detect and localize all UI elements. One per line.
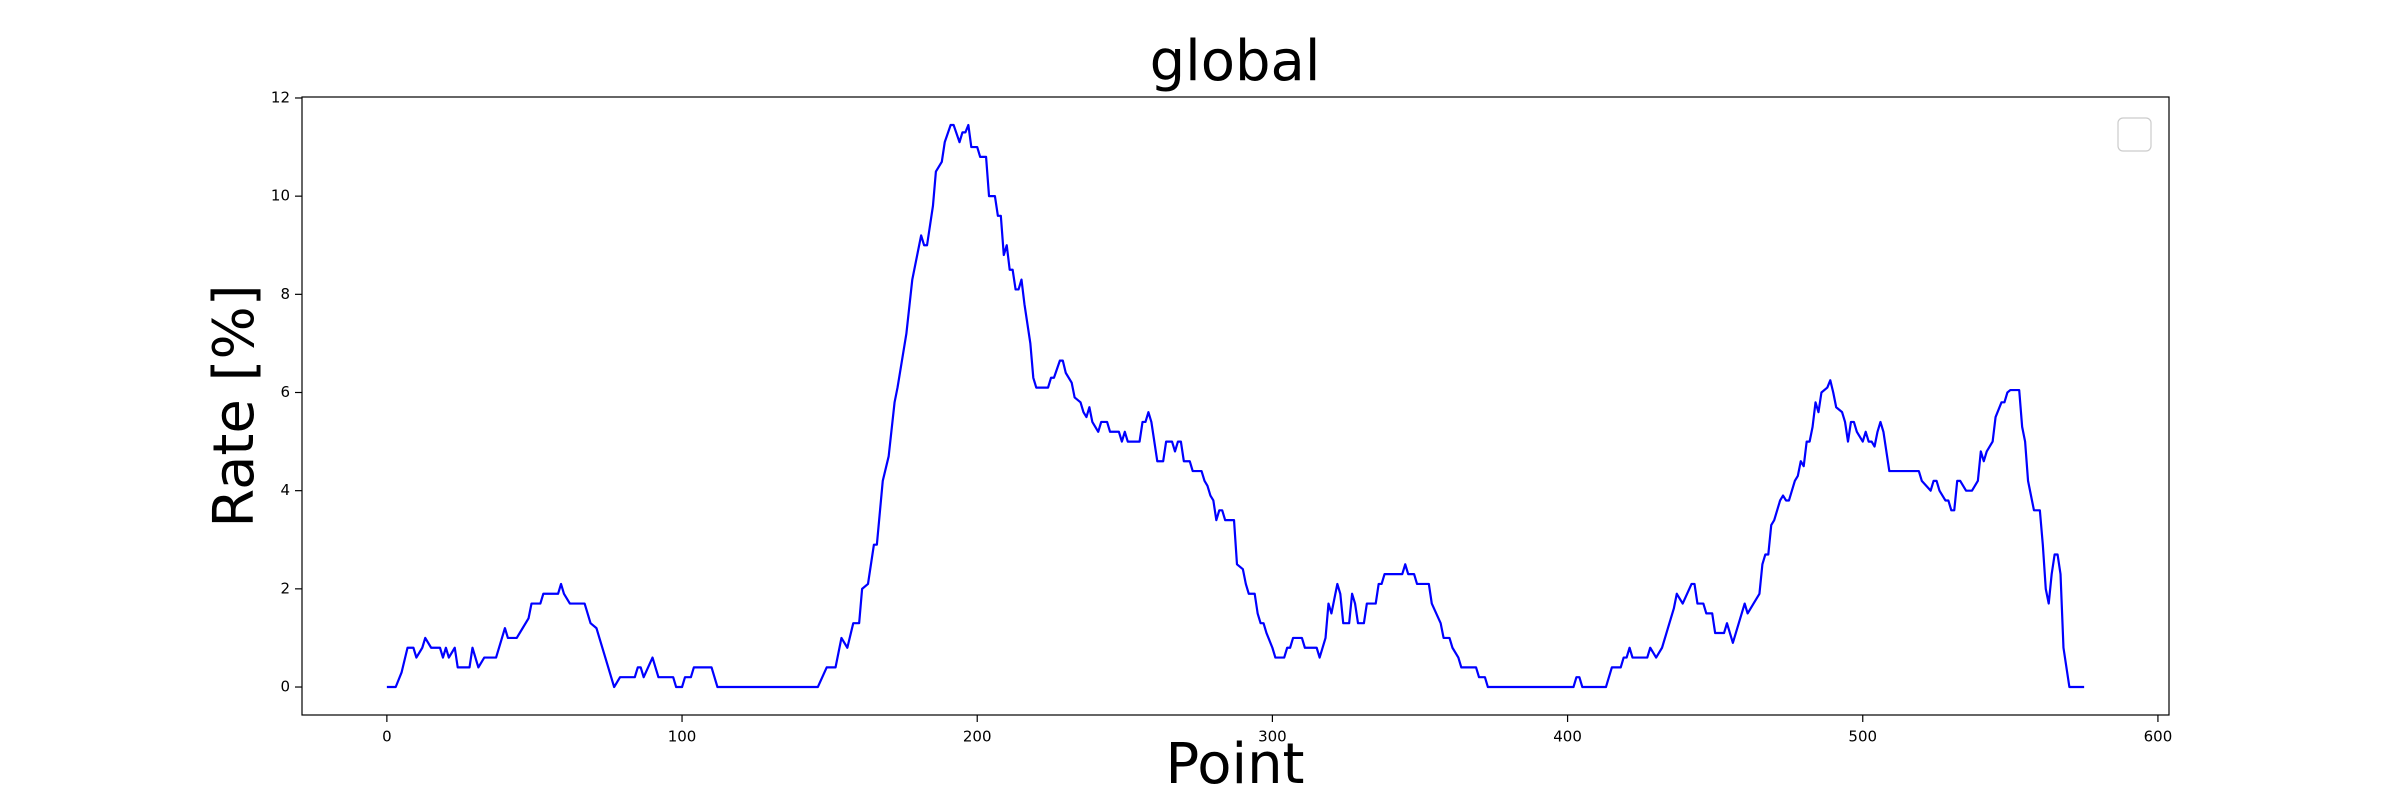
chart-title: global [1150, 29, 1321, 94]
x-tick-label: 400 [1553, 728, 1582, 746]
y-tick-label: 0 [280, 678, 290, 696]
y-tick-label: 8 [280, 285, 290, 303]
x-axis-label: Point [1165, 732, 1304, 797]
plot-frame [301, 96, 2170, 716]
y-tick-label: 4 [280, 481, 290, 499]
y-tick-label: 10 [271, 187, 290, 205]
x-tick-label: 200 [963, 728, 992, 746]
x-tick-label: 0 [382, 728, 392, 746]
y-tick-label: 6 [280, 383, 290, 401]
x-tick-label: 300 [1258, 728, 1287, 746]
x-tick-label: 600 [2144, 728, 2173, 746]
x-tick-label: 500 [1848, 728, 1877, 746]
x-tick-label: 100 [668, 728, 697, 746]
y-tick-label: 12 [271, 88, 290, 106]
y-tick-label: 2 [280, 579, 290, 597]
data-line [386, 123, 2085, 689]
y-axis-label: Rate [%] [202, 284, 267, 527]
legend-box [2117, 117, 2152, 152]
